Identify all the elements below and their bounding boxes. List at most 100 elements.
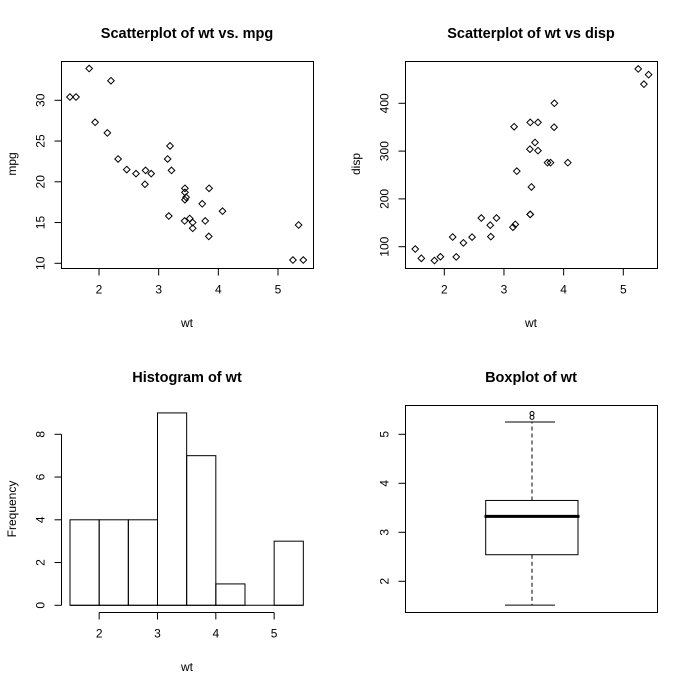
data-point xyxy=(510,122,519,131)
chart-title: Scatterplot of wt vs. mpg xyxy=(101,26,273,42)
data-point xyxy=(65,93,74,102)
data-point xyxy=(527,182,536,191)
y-tick-label: 400 xyxy=(378,93,392,113)
y-tick-label: 0 xyxy=(34,602,48,609)
data-point xyxy=(526,118,535,127)
data-point xyxy=(167,166,176,175)
histogram-bar xyxy=(156,412,188,606)
y-tick-label: 4 xyxy=(34,516,48,523)
x-tick-label: 4 xyxy=(212,627,219,641)
histogram-bar xyxy=(215,583,246,606)
chart-title: Scatterplot of wt vs disp xyxy=(447,26,615,42)
data-point xyxy=(533,146,542,155)
y-tick-label: 20 xyxy=(34,175,48,189)
x-axis-label: wt xyxy=(180,660,194,674)
data-point xyxy=(526,210,535,219)
x-tick-label: 3 xyxy=(155,283,162,297)
data-point xyxy=(486,221,495,230)
data-point xyxy=(218,207,227,216)
plot-area: 2 3 4 5 xyxy=(378,405,658,613)
x-tick-label: 2 xyxy=(96,627,103,641)
x-tick-label: 3 xyxy=(154,627,161,641)
data-point xyxy=(477,214,486,223)
data-point xyxy=(563,158,572,167)
y-tick-label: 30 xyxy=(34,93,48,107)
y-tick-label: 15 xyxy=(34,216,48,230)
data-point xyxy=(103,128,112,137)
y-tick-label: 2 xyxy=(378,578,392,585)
data-point xyxy=(141,166,150,175)
data-point xyxy=(526,210,535,219)
y-tick-label: 300 xyxy=(378,141,392,161)
plot-area: 2 3 4 5 0 2 4 6 8 xyxy=(34,412,304,641)
data-point xyxy=(106,76,115,85)
x-tick-label: 5 xyxy=(271,627,278,641)
data-point xyxy=(459,238,468,247)
data-point xyxy=(644,70,653,79)
data-point xyxy=(91,118,100,127)
data-point xyxy=(131,169,141,178)
x-tick-label: 5 xyxy=(275,283,282,297)
y-axis-label: Frequency xyxy=(5,481,19,538)
x-axis-label: wt xyxy=(180,316,194,330)
data-point xyxy=(164,212,173,221)
x-tick-label: 3 xyxy=(501,283,508,297)
data-point xyxy=(122,165,131,174)
plot-area: 2 3 4 5 100 200 300 400 xyxy=(378,61,658,297)
data-point xyxy=(448,232,457,242)
x-tick-label: 4 xyxy=(215,283,222,297)
histogram-bar xyxy=(127,519,158,606)
panel-scatter-disp: Scatterplot of wt vs disp wt disp 2 3 4 5 10… xyxy=(349,26,658,330)
data-point xyxy=(114,154,123,163)
x-tick-label: 2 xyxy=(441,283,448,297)
y-axis-label: disp xyxy=(349,153,363,175)
data-point xyxy=(198,199,207,208)
histogram-bar xyxy=(98,519,129,606)
panel-scatter-mpg: Scatterplot of wt vs. mpg wt mpg 2 3 4 5 10 1… xyxy=(5,26,314,330)
y-tick-label: 4 xyxy=(378,480,392,487)
histogram-bar xyxy=(273,540,304,606)
box xyxy=(485,499,579,556)
data-point xyxy=(486,232,495,241)
plot-box xyxy=(405,61,658,269)
data-point xyxy=(452,252,461,261)
data-point xyxy=(436,252,445,261)
data-point xyxy=(525,145,534,154)
data-point xyxy=(165,141,175,150)
data-point xyxy=(417,254,426,263)
data-point xyxy=(634,64,643,73)
y-tick-label: 3 xyxy=(378,529,392,536)
y-tick-label: 10 xyxy=(34,256,48,270)
data-point xyxy=(147,169,156,178)
data-point xyxy=(204,232,213,241)
x-tick-label: 2 xyxy=(96,283,103,297)
data-point xyxy=(543,158,552,167)
data-point xyxy=(508,223,517,232)
data-point xyxy=(188,224,197,233)
data-point xyxy=(140,180,149,189)
y-tick-label: 100 xyxy=(378,236,392,256)
x-axis-label: wt xyxy=(524,316,538,330)
x-tick-label: 5 xyxy=(620,283,627,297)
outlier-point xyxy=(529,411,535,417)
y-tick-label: 8 xyxy=(34,431,48,438)
data-point xyxy=(288,256,297,265)
data-point xyxy=(411,245,420,254)
y-axis-label: mpg xyxy=(5,152,19,175)
data-point xyxy=(533,118,542,127)
histogram-bar xyxy=(69,519,100,606)
chart-title: Boxplot of wt xyxy=(485,370,577,386)
data-point xyxy=(639,80,648,89)
data-point xyxy=(530,138,540,147)
y-tick-label: 200 xyxy=(378,189,392,209)
y-tick-label: 6 xyxy=(34,473,48,480)
data-point xyxy=(512,167,521,176)
histogram-bar xyxy=(186,455,217,606)
data-point xyxy=(205,184,214,193)
y-tick-label: 5 xyxy=(378,431,392,438)
data-point xyxy=(294,220,303,230)
y-tick-label: 2 xyxy=(34,559,48,566)
plot-box xyxy=(61,61,314,269)
data-point xyxy=(85,64,94,73)
